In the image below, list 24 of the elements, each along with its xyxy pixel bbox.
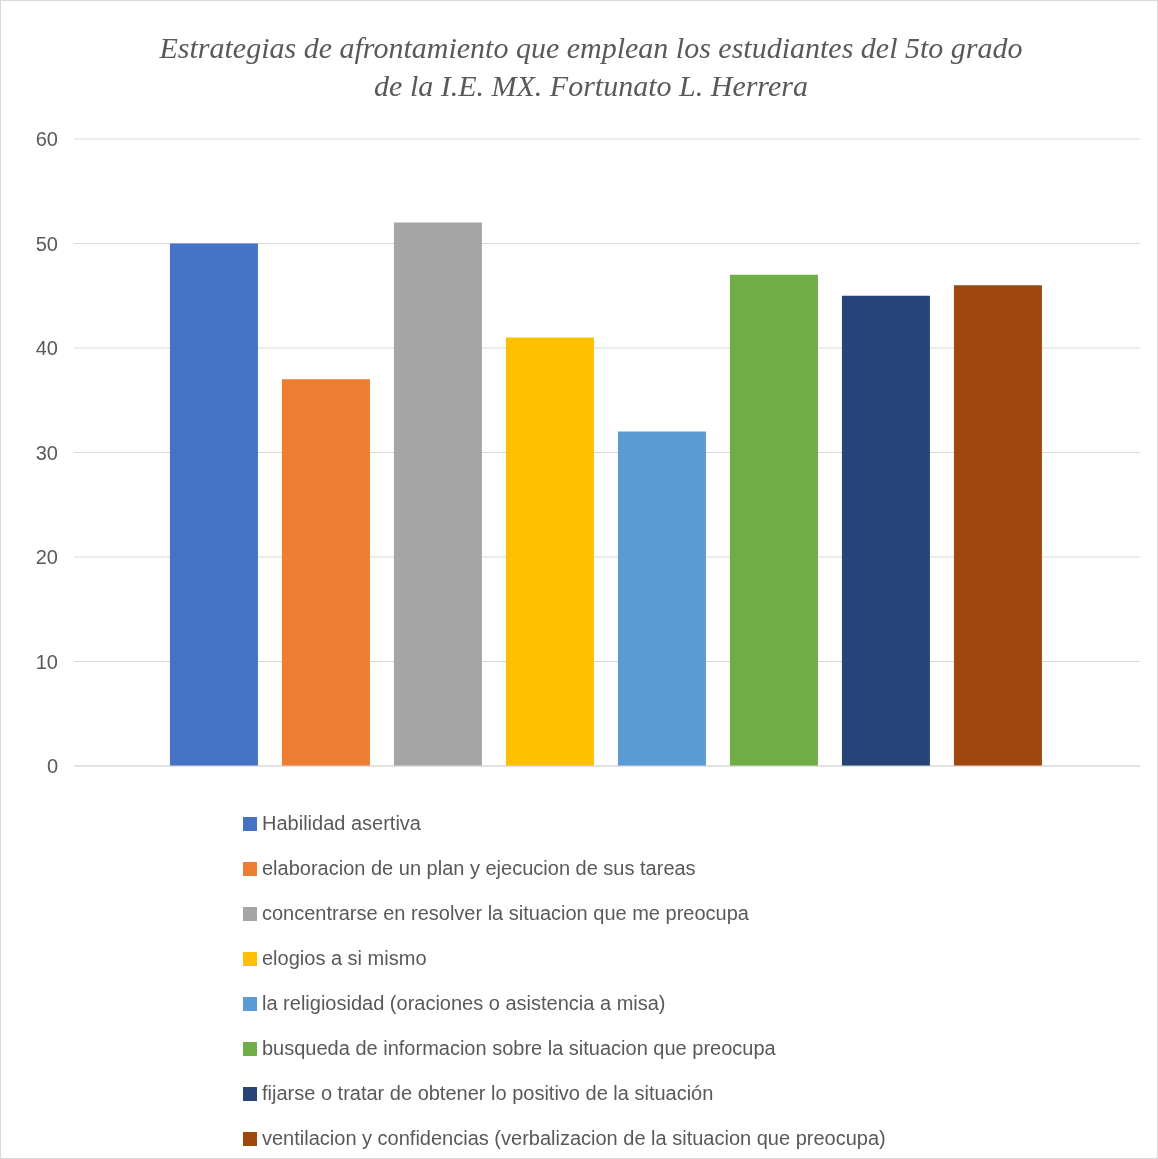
y-tick-label: 30 [35, 441, 58, 464]
legend-label: concentrarse en resolver la situacion que me preocupa [262, 902, 749, 925]
legend-label: Habilidad asertiva [262, 812, 421, 835]
bar [281, 379, 370, 766]
bar [393, 222, 482, 766]
legend-label: ventilacion y confidencias (verbalizacion de la situacion que preocupa) [262, 1127, 886, 1150]
y-tick-label: 0 [46, 755, 58, 778]
bar [505, 337, 594, 766]
chart-title: Estrategias de afrontamiento que emplean los estudiantes del 5to grado de la I.E. MX. Fortunato L. Herrera [158, 30, 1024, 104]
y-tick-label: 40 [35, 337, 58, 360]
y-tick-label: 60 [35, 128, 58, 151]
legend-label: fijarse o tratar de obtener lo positivo de la situación [262, 1082, 714, 1105]
bar [953, 285, 1042, 766]
legend-label: busqueda de informacion sobre la situacion que preocupa [262, 1037, 776, 1060]
bar [841, 295, 930, 766]
bar [617, 431, 706, 766]
y-tick-label: 50 [35, 232, 58, 255]
bar [729, 274, 818, 766]
legend-label: elogios a si mismo [262, 947, 427, 970]
y-tick-label: 20 [35, 546, 58, 569]
legend-label: la religiosidad (oraciones o asistencia a misa) [262, 992, 666, 1015]
bar [169, 243, 258, 766]
legend-label: elaboracion de un plan y ejecucion de sus tareas [262, 857, 696, 880]
y-tick-label: 10 [35, 650, 58, 673]
